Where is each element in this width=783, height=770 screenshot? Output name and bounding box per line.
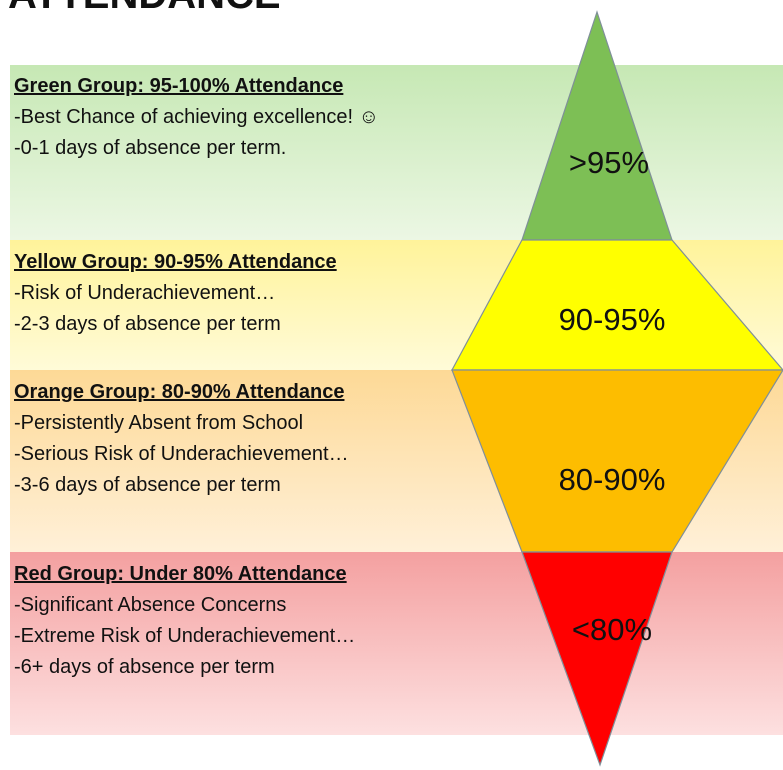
title: ATTENDANCE <box>8 0 281 17</box>
group-heading: Orange Group: 80-90% Attendance <box>14 381 344 403</box>
group-detail: -3-6 days of absence per term <box>14 474 281 496</box>
group-detail: -Extreme Risk of Underachievement… <box>14 625 355 647</box>
group-heading: Green Group: 95-100% Attendance <box>14 75 343 97</box>
yellow-segment <box>450 239 783 371</box>
group-detail: -0-1 days of absence per term. <box>14 137 286 159</box>
group-detail: -Significant Absence Concerns <box>14 594 286 616</box>
group-label: <80% <box>572 612 652 647</box>
group-label: 80-90% <box>559 462 666 497</box>
group-heading: Red Group: Under 80% Attendance <box>14 563 347 585</box>
group-detail: -Best Chance of achieving excellence! ☺ <box>14 106 379 128</box>
group-detail: -Persistently Absent from School <box>14 412 303 434</box>
red-segment <box>521 551 673 767</box>
group-detail: -Risk of Underachievement… <box>14 282 275 304</box>
group-detail: -2-3 days of absence per term <box>14 313 281 335</box>
group-label: >95% <box>569 145 649 180</box>
group-detail: -6+ days of absence per term <box>14 656 275 678</box>
group-label: 90-95% <box>559 302 666 337</box>
group-detail: -Serious Risk of Underachievement… <box>14 443 349 465</box>
group-heading: Yellow Group: 90-95% Attendance <box>14 251 337 273</box>
